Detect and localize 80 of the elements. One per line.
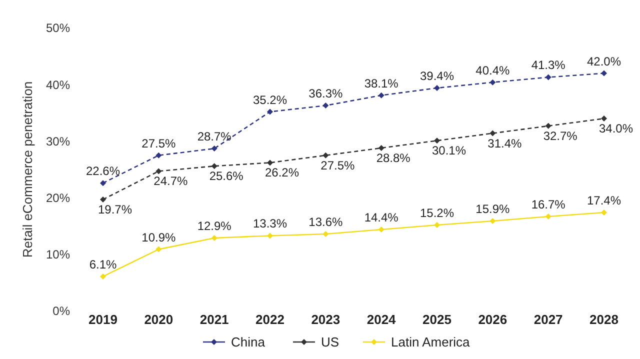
data-label: 13.3%	[252, 216, 288, 231]
legend-label: Latin America	[391, 334, 471, 350]
point	[267, 108, 273, 115]
data-label: 19.7%	[98, 202, 132, 216]
data-label: 16.7%	[531, 197, 566, 212]
y-tick-label: 10%	[46, 248, 70, 262]
data-label: 36.3%	[308, 86, 344, 101]
point	[156, 246, 162, 252]
point	[434, 138, 440, 144]
data-label: 6.1%	[89, 257, 117, 272]
point	[156, 152, 162, 158]
data-label: 10.9%	[142, 230, 176, 244]
point	[322, 231, 329, 238]
data-label: 15.9%	[476, 202, 510, 216]
x-tick-label: 2023	[311, 312, 340, 328]
data-label: 31.4%	[488, 136, 522, 150]
x-tick-label: 2022	[256, 312, 284, 328]
point	[545, 122, 552, 129]
y-tick-label: 20%	[46, 191, 70, 205]
data-label: 30.1%	[432, 144, 466, 158]
legend-label: China	[231, 334, 266, 350]
y-tick-label: 50%	[46, 21, 70, 36]
point	[378, 144, 384, 151]
point	[545, 74, 552, 80]
data-label: 24.7%	[154, 174, 188, 188]
x-tick-label: 2024	[366, 312, 397, 328]
data-label: 27.5%	[320, 158, 356, 172]
data-label: 39.4%	[420, 68, 454, 83]
point	[267, 232, 273, 239]
x-tick-label: 2027	[534, 312, 563, 328]
point	[545, 213, 552, 220]
point	[211, 146, 218, 152]
data-label: 14.4%	[364, 210, 399, 224]
point	[211, 234, 218, 241]
data-label: 28.8%	[376, 150, 411, 165]
point	[434, 222, 440, 228]
point	[322, 102, 329, 109]
x-tick-label: 2019	[88, 312, 118, 328]
x-tick-label: 2020	[144, 312, 174, 328]
point	[267, 160, 273, 166]
data-label: 42.0%	[586, 54, 622, 68]
x-tick-label: 2028	[590, 312, 618, 328]
point	[100, 273, 106, 280]
point	[601, 70, 607, 76]
point	[490, 130, 496, 136]
data-label: 25.6%	[209, 169, 244, 184]
data-label: 12.9%	[197, 218, 232, 233]
data-label: 22.6%	[86, 164, 120, 178]
data-label: 35.2%	[252, 92, 288, 107]
data-label: 17.4%	[586, 194, 622, 208]
point	[378, 226, 384, 232]
legend-label: US	[321, 334, 340, 350]
data-label: 28.7%	[197, 130, 232, 144]
data-label: 41.3%	[531, 58, 566, 72]
y-tick-label: 30%	[46, 134, 70, 148]
point	[100, 180, 106, 186]
data-label: 38.1%	[364, 76, 399, 90]
point	[490, 79, 496, 86]
data-label: 32.7%	[543, 128, 578, 143]
data-label: 40.4%	[476, 63, 510, 78]
point	[211, 163, 218, 170]
point	[156, 168, 162, 174]
y-tick-label: 0%	[52, 304, 70, 318]
y-tick-label: 40%	[46, 78, 70, 92]
point	[378, 92, 384, 98]
point	[322, 152, 329, 158]
x-tick-label: 2026	[478, 312, 508, 328]
data-label: 26.2%	[264, 166, 300, 180]
data-label: 13.6%	[308, 215, 344, 230]
point	[601, 210, 607, 216]
point	[490, 218, 496, 224]
data-label: 15.2%	[420, 206, 454, 220]
data-label: 34.0%	[598, 122, 634, 136]
data-label: 27.5%	[142, 136, 176, 150]
x-tick-label: 2021	[200, 312, 229, 328]
point	[100, 196, 106, 202]
x-tick-label: 2025	[422, 312, 452, 328]
point	[601, 116, 607, 122]
y-axis-title: Retail eCommerce penetration	[20, 81, 35, 258]
point	[434, 84, 440, 91]
